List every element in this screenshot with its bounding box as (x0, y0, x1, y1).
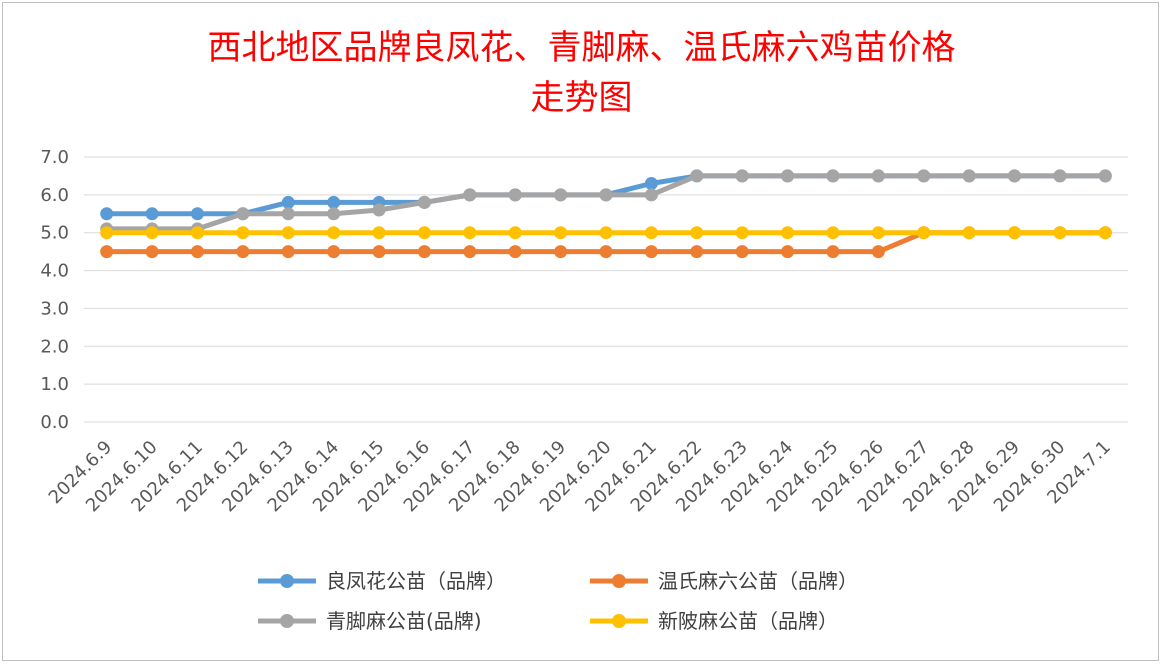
data-point (735, 226, 749, 240)
legend-item: 良凤花公苗（品牌） (258, 569, 506, 593)
data-point (236, 226, 250, 240)
data-point (917, 226, 931, 240)
y-tick-label: 6.0 (40, 185, 69, 206)
data-point (644, 177, 658, 190)
data-point (281, 207, 295, 221)
data-point (327, 245, 341, 259)
data-point (962, 169, 976, 183)
data-point (372, 203, 386, 217)
data-point (190, 207, 204, 221)
data-point (554, 188, 568, 202)
series-line (104, 173, 1108, 232)
data-point (100, 226, 114, 240)
legend: 良凤花公苗（品牌） 温氏麻六公苗（品牌） 青脚麻公苗(品牌) 新陂麻公苗（品牌） (258, 569, 858, 633)
data-point (508, 245, 522, 259)
y-tick-label: 2.0 (40, 336, 69, 357)
data-point (145, 207, 159, 221)
data-point (1008, 226, 1022, 240)
data-point (690, 245, 704, 259)
data-point (281, 226, 295, 240)
data-point (463, 188, 477, 202)
legend-marker (280, 574, 294, 588)
data-point (826, 169, 840, 183)
data-point (236, 207, 250, 221)
data-point (599, 245, 613, 259)
legend-label: 良凤花公苗（品牌） (326, 569, 506, 593)
data-point (417, 195, 431, 209)
legend-label: 新陂麻公苗（品牌） (658, 609, 838, 633)
series-3 (100, 226, 1112, 240)
data-point (962, 226, 976, 240)
data-point (644, 226, 658, 240)
data-point (826, 245, 840, 259)
data-point (100, 245, 114, 259)
data-point (644, 188, 658, 202)
data-point (735, 169, 749, 183)
data-point (690, 226, 704, 240)
data-point (599, 188, 613, 202)
y-tick-label: 1.0 (40, 374, 69, 395)
data-point (554, 245, 568, 259)
data-point (145, 226, 159, 240)
legend-label: 温氏麻六公苗（品牌） (658, 569, 858, 593)
y-axis: 0.0 1.0 2.0 3.0 4.0 5.0 6.0 7.0 (40, 147, 69, 433)
data-point (917, 169, 931, 183)
legend-item: 青脚麻公苗(品牌) (258, 609, 482, 633)
data-point (644, 245, 658, 259)
data-point (599, 226, 613, 240)
chart-title: 西北地区品牌良凤花、青脚麻、温氏麻六鸡苗价格 (207, 28, 956, 68)
data-point (236, 245, 250, 259)
x-axis: 2024.6.92024.6.102024.6.112024.6.122024.… (45, 437, 1115, 517)
data-point (871, 245, 885, 259)
legend-marker (612, 574, 626, 588)
data-point (690, 169, 704, 183)
data-point (190, 226, 204, 240)
data-point (145, 245, 159, 259)
chart-subtitle: 走势图 (530, 78, 633, 118)
y-tick-label: 4.0 (40, 261, 69, 282)
series-2 (100, 169, 1112, 236)
legend-label: 青脚麻公苗(品牌) (326, 609, 482, 633)
y-tick-label: 3.0 (40, 298, 69, 319)
data-point (463, 226, 477, 240)
legend-item: 新陂麻公苗（品牌） (590, 609, 838, 633)
y-tick-label: 0.0 (40, 412, 69, 433)
data-point (781, 245, 795, 259)
grid-lines (84, 156, 1128, 423)
data-point (826, 226, 840, 240)
legend-marker (280, 614, 294, 628)
data-point (1098, 169, 1112, 183)
data-point (281, 195, 295, 209)
data-point (735, 245, 749, 259)
data-point (1053, 226, 1067, 240)
data-point (463, 245, 477, 259)
y-tick-label: 5.0 (40, 223, 69, 244)
legend-marker (612, 614, 626, 628)
data-point (508, 188, 522, 202)
data-point (327, 226, 341, 240)
data-point (781, 226, 795, 240)
data-point (327, 195, 341, 209)
series-lines (100, 169, 1112, 259)
data-point (871, 169, 885, 183)
data-point (781, 169, 795, 183)
data-point (281, 245, 295, 259)
data-point (1098, 226, 1112, 240)
legend-item: 温氏麻六公苗（品牌） (590, 569, 858, 593)
data-point (508, 226, 522, 240)
y-tick-label: 7.0 (40, 147, 69, 168)
data-point (327, 207, 341, 221)
data-point (372, 226, 386, 240)
data-point (372, 245, 386, 259)
data-point (554, 226, 568, 240)
data-point (871, 226, 885, 240)
data-point (1053, 169, 1067, 183)
data-point (190, 245, 204, 259)
data-point (100, 207, 114, 221)
data-point (417, 226, 431, 240)
data-point (1008, 169, 1022, 183)
data-point (417, 245, 431, 259)
